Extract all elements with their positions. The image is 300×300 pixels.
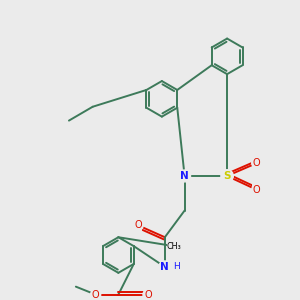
Text: CH₃: CH₃ bbox=[167, 242, 182, 251]
Circle shape bbox=[133, 220, 143, 230]
Text: O: O bbox=[92, 290, 99, 300]
Text: O: O bbox=[144, 290, 152, 300]
Text: N: N bbox=[160, 262, 169, 272]
Text: N: N bbox=[180, 171, 189, 181]
Circle shape bbox=[252, 158, 262, 168]
Text: S: S bbox=[224, 171, 231, 181]
Text: O: O bbox=[253, 158, 261, 168]
Circle shape bbox=[221, 170, 233, 182]
Text: O: O bbox=[253, 185, 261, 195]
Text: H: H bbox=[173, 262, 179, 272]
Circle shape bbox=[252, 185, 262, 195]
Circle shape bbox=[91, 290, 101, 300]
Circle shape bbox=[179, 170, 190, 182]
Circle shape bbox=[143, 290, 153, 300]
Circle shape bbox=[159, 261, 171, 273]
Text: O: O bbox=[134, 220, 142, 230]
